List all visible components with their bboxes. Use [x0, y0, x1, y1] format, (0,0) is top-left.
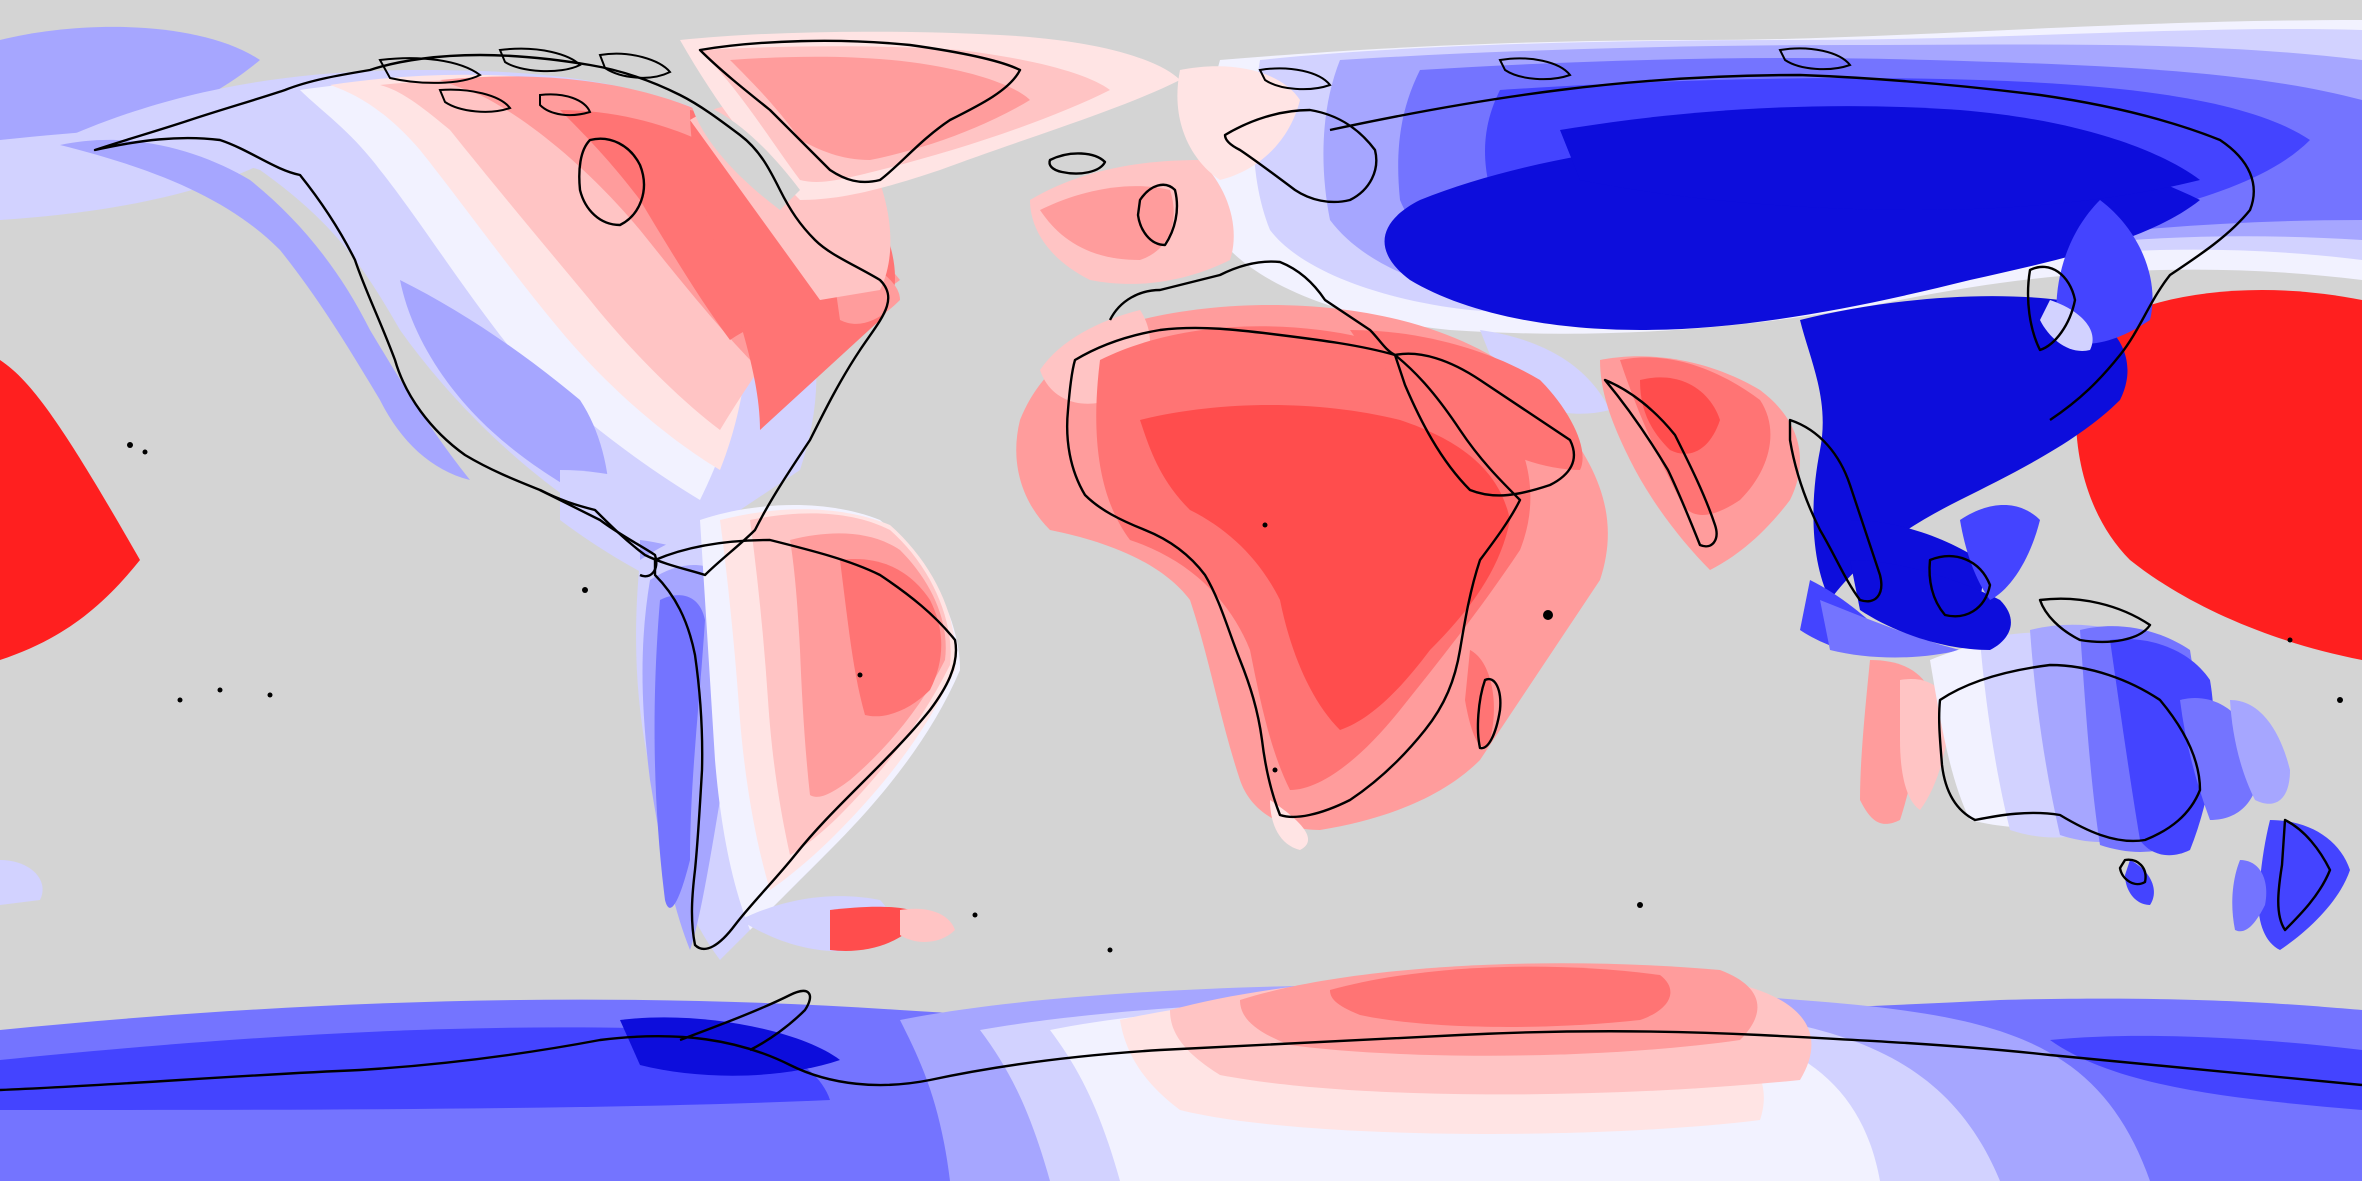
south-america-field [636, 505, 960, 960]
speck-hawaii-2 [142, 449, 148, 455]
speck-tristan [1272, 767, 1278, 773]
africa-field [1016, 305, 1608, 850]
coastline-southeast-asia [1788, 418, 1883, 603]
coastline-south-america [653, 538, 958, 951]
speck-pacific-3 [177, 697, 183, 703]
coastline-new-zealand [2277, 818, 2332, 932]
speck-south-atlantic [1107, 947, 1113, 953]
coastline-antarctic-peninsula [679, 989, 812, 1052]
coastline-iceland [1048, 152, 1107, 175]
island-specks [127, 442, 2343, 953]
coastline-arabia [1393, 352, 1576, 497]
coastline-greenland [698, 39, 1022, 184]
coastline-tasmania [2118, 858, 2147, 886]
speck-hawaii [127, 442, 133, 448]
coastline-europe [1108, 260, 1396, 357]
coastline-india [1603, 378, 1718, 548]
coastlines [0, 39, 2362, 1092]
speck-galapagos [582, 587, 588, 593]
indonesia-field [1850, 505, 2040, 650]
speck-atlantic-2 [857, 672, 863, 678]
coastline-scandinavia [1223, 108, 1378, 204]
coastline-hudson-bay [578, 137, 646, 227]
coastline-eurasia [1329, 73, 2255, 421]
coastline-antarctica [0, 1030, 2362, 1092]
coastline-central-america [539, 488, 658, 578]
speck-kerguelen [1637, 902, 1643, 908]
speck-mauritius [1543, 610, 1553, 620]
antarctica-field [0, 963, 2362, 1181]
speck-fiji [2337, 697, 2343, 703]
coastline-borneo [1928, 555, 1992, 618]
speck-pacific-2 [217, 687, 223, 693]
coastline-new-guinea [2038, 597, 2152, 644]
coastline-africa [1065, 326, 1522, 819]
greenland-field [680, 31, 1180, 210]
coastline-great-britain [1136, 183, 1179, 247]
coastline-australia [1937, 663, 2202, 843]
coastline-japan [2026, 265, 2077, 352]
coastline-madagascar [1476, 677, 1502, 750]
speck-atlantic [1262, 522, 1268, 528]
speck-falklands [972, 912, 978, 918]
speck-vanuatu [2287, 637, 2293, 643]
coastline-north-america [93, 53, 890, 577]
canadian-archipelago [378, 47, 1852, 117]
speck-pacific-1 [267, 692, 273, 698]
